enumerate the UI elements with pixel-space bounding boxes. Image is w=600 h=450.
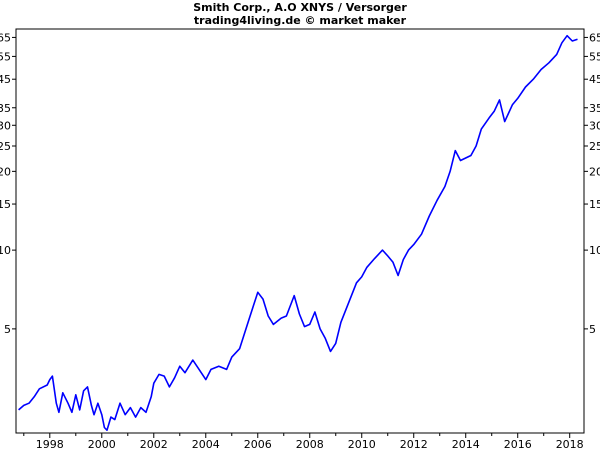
x-tick-label-2012: 2012 — [400, 438, 428, 450]
chart-subtitle: trading4living.de © market maker — [194, 14, 407, 27]
y-tick-label-left-55: 55 — [0, 50, 11, 63]
x-tick-label-2018: 2018 — [556, 438, 584, 450]
y-tick-label-right-10: 10 — [589, 244, 600, 257]
chart-title: Smith Corp., A.O XNYS / Versorger — [193, 1, 407, 14]
x-tick-label-2008: 2008 — [296, 438, 324, 450]
y-tick-label-right-45: 45 — [589, 73, 600, 86]
y-tick-label-right-5: 5 — [589, 323, 596, 336]
x-tick-label-2004: 2004 — [192, 438, 220, 450]
plot-frame — [15, 28, 585, 434]
x-tick-label-2014: 2014 — [452, 438, 480, 450]
tick-layer: 1998 2000 2002 2004 2006 2008 2010 2012 2014 2016… — [0, 31, 600, 450]
y-tick-label-left-10: 10 — [0, 244, 11, 257]
series-line-0 — [18, 34, 578, 432]
y-tick-label-left-35: 35 — [0, 102, 11, 115]
y-tick-label-left-15: 15 — [0, 198, 11, 211]
y-tick-label-left-45: 45 — [0, 73, 11, 86]
y-tick-label-left-25: 25 — [0, 140, 11, 153]
x-tick-label-2010: 2010 — [348, 438, 376, 450]
y-tick-label-right-20: 20 — [589, 165, 600, 178]
x-tick-label-1998: 1998 — [36, 438, 64, 450]
y-tick-label-right-55: 55 — [589, 50, 600, 63]
y-tick-label-right-25: 25 — [589, 140, 600, 153]
y-tick-label-left-20: 20 — [0, 165, 11, 178]
y-tick-label-right-35: 35 — [589, 102, 600, 115]
y-tick-label-left-30: 30 — [0, 119, 11, 132]
y-tick-label-right-30: 30 — [589, 119, 600, 132]
x-tick-label-2000: 2000 — [88, 438, 116, 450]
x-tick-label-2006: 2006 — [244, 438, 272, 450]
x-tick-label-2016: 2016 — [504, 438, 532, 450]
y-tick-label-left-65: 65 — [0, 31, 11, 44]
series-layer — [18, 34, 578, 432]
y-tick-label-right-65: 65 — [589, 31, 600, 44]
x-tick-label-2002: 2002 — [140, 438, 168, 450]
y-tick-label-right-15: 15 — [589, 198, 600, 211]
y-tick-label-left-5: 5 — [4, 323, 11, 336]
